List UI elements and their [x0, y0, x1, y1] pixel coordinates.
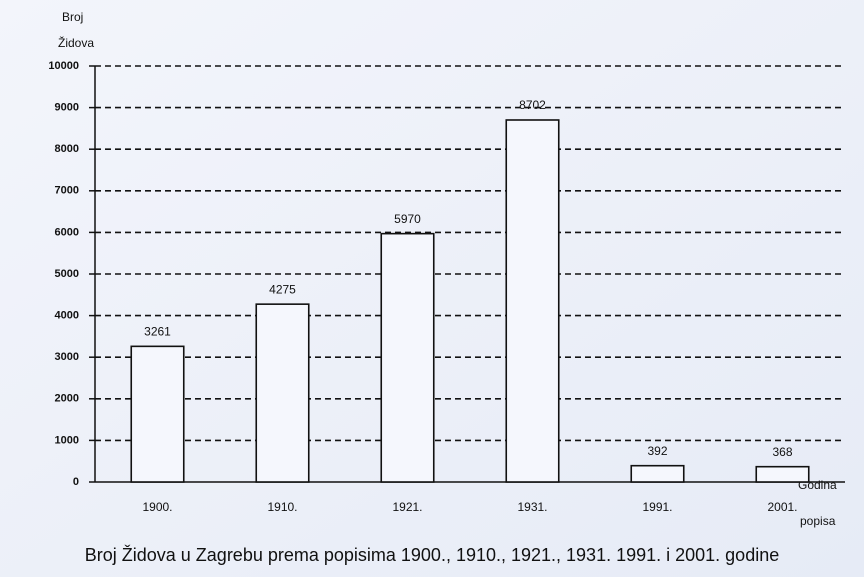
data-label: 3261: [144, 325, 171, 339]
y-axis-label: Židova: [58, 35, 94, 50]
x-axis-label: popisa: [800, 514, 836, 528]
x-tick-label: 2001.: [767, 500, 797, 514]
bar: [505, 119, 560, 483]
x-tick-label: 1931.: [517, 500, 547, 514]
data-label: 4275: [269, 282, 296, 296]
y-axis-label: Broj: [62, 10, 83, 24]
data-label: 5970: [394, 212, 421, 226]
y-tick-label: 4000: [55, 310, 79, 322]
y-tick-label: 5000: [55, 268, 79, 280]
caption: Broj Židova u Zagrebu prema popisima 190…: [85, 545, 779, 565]
y-tick-label: 2000: [55, 393, 79, 405]
y-tick-label: 1000: [55, 434, 79, 446]
bar: [755, 465, 810, 483]
y-tick-label: 0: [73, 476, 79, 488]
x-tick-label: 1921.: [392, 500, 422, 514]
bar: [255, 303, 310, 483]
y-tick-label: 9000: [55, 102, 79, 114]
y-tick-label: 3000: [55, 351, 79, 363]
bar: [130, 345, 185, 483]
data-label: 8702: [519, 98, 546, 112]
y-tick-label: 7000: [55, 185, 79, 197]
y-tick-label: 10000: [48, 60, 79, 72]
y-tick-label: 8000: [55, 143, 79, 155]
bar: [630, 464, 685, 483]
y-tick-label: 6000: [55, 226, 79, 238]
x-tick-label: 1910.: [267, 500, 297, 514]
x-tick-label: 1991.: [642, 500, 672, 514]
bar: [380, 232, 435, 483]
x-tick-label: 1900.: [142, 500, 172, 514]
data-label: 392: [647, 444, 667, 458]
data-label: 368: [772, 445, 792, 459]
